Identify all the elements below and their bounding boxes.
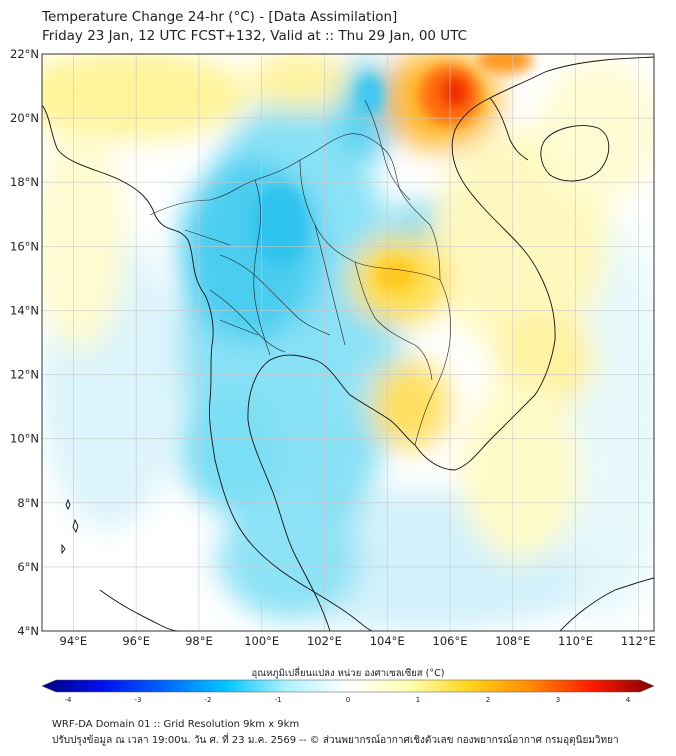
latitude-labels: 4°N 6°N 8°N 10°N 12°N 14°N 16°N 18°N 20°N 22°N bbox=[10, 47, 39, 638]
anomaly-field bbox=[42, 54, 654, 630]
colorbar-tick-label: 0 bbox=[346, 696, 350, 704]
borneo-coast bbox=[559, 577, 654, 631]
country-borders bbox=[149, 99, 451, 446]
coastlines bbox=[42, 56, 654, 631]
chart-subtitle: Friday 23 Jan, 12 UTC FCST+132, Valid at… bbox=[42, 28, 468, 44]
lon-tick-label: 96°E bbox=[122, 634, 150, 648]
lon-tick-label: 112°E bbox=[621, 634, 656, 648]
lon-tick-label: 98°E bbox=[185, 634, 213, 648]
lat-tick-label: 22°N bbox=[10, 47, 39, 61]
lon-tick-label: 108°E bbox=[495, 634, 530, 648]
lon-tick-label: 94°E bbox=[60, 634, 88, 648]
lat-tick-label: 10°N bbox=[10, 432, 39, 446]
coastline-west bbox=[42, 104, 373, 631]
colorbar-tick-label: -4 bbox=[65, 696, 73, 704]
lat-tick-label: 4°N bbox=[17, 624, 39, 638]
lon-tick-label: 110°E bbox=[558, 634, 593, 648]
lat-tick-label: 8°N bbox=[17, 496, 39, 510]
update-credit: ปรับปรุงข้อมูล ณ เวลา 19:00น. วัน ศ. ที่… bbox=[52, 735, 619, 746]
map-frame bbox=[41, 53, 655, 632]
coastline-east bbox=[414, 56, 654, 471]
colorbar-tick-label: 1 bbox=[416, 696, 420, 704]
hainan-island bbox=[540, 125, 610, 182]
lat-tick-label: 14°N bbox=[10, 303, 39, 317]
chart-title: Temperature Change 24-hr (°C) - [Data As… bbox=[42, 9, 398, 25]
model-info: WRF-DA Domain 01 :: Grid Resolution 9km … bbox=[52, 719, 300, 730]
colorbar-ticks: -4 -3 -2 -1 0 1 2 3 4 bbox=[65, 696, 631, 704]
longitude-labels: 94°E 96°E 98°E 100°E 102°E 104°E 106°E 108°E 110… bbox=[60, 634, 656, 648]
coastline-tonkin bbox=[489, 97, 529, 161]
colorbar-tick-label: -2 bbox=[205, 696, 212, 704]
lon-tick-label: 106°E bbox=[433, 634, 468, 648]
lat-tick-label: 16°N bbox=[10, 239, 39, 253]
lat-tick-label: 12°N bbox=[10, 368, 39, 382]
lon-tick-label: 102°E bbox=[307, 634, 342, 648]
lon-tick-label: 104°E bbox=[370, 634, 405, 648]
colorbar-tick-label: 2 bbox=[486, 696, 490, 704]
lat-tick-label: 20°N bbox=[10, 111, 39, 125]
colorbar-tick-label: 4 bbox=[626, 696, 631, 704]
lon-tick-label: 100°E bbox=[244, 634, 279, 648]
coastline-gulf bbox=[247, 354, 416, 631]
colorbar-tick-label: -1 bbox=[275, 696, 282, 704]
colorbar-label: อุณหภูมิเปลี่ยนแปลง หน่วย องศาเซลเซียส (… bbox=[252, 666, 445, 679]
colorbar-tick-label: -3 bbox=[135, 696, 142, 704]
colorbar-tick-label: 3 bbox=[556, 696, 560, 704]
lat-tick-label: 18°N bbox=[10, 175, 39, 189]
colorbar bbox=[41, 679, 655, 693]
andaman-islands bbox=[61, 498, 79, 555]
lat-tick-label: 6°N bbox=[17, 560, 39, 574]
